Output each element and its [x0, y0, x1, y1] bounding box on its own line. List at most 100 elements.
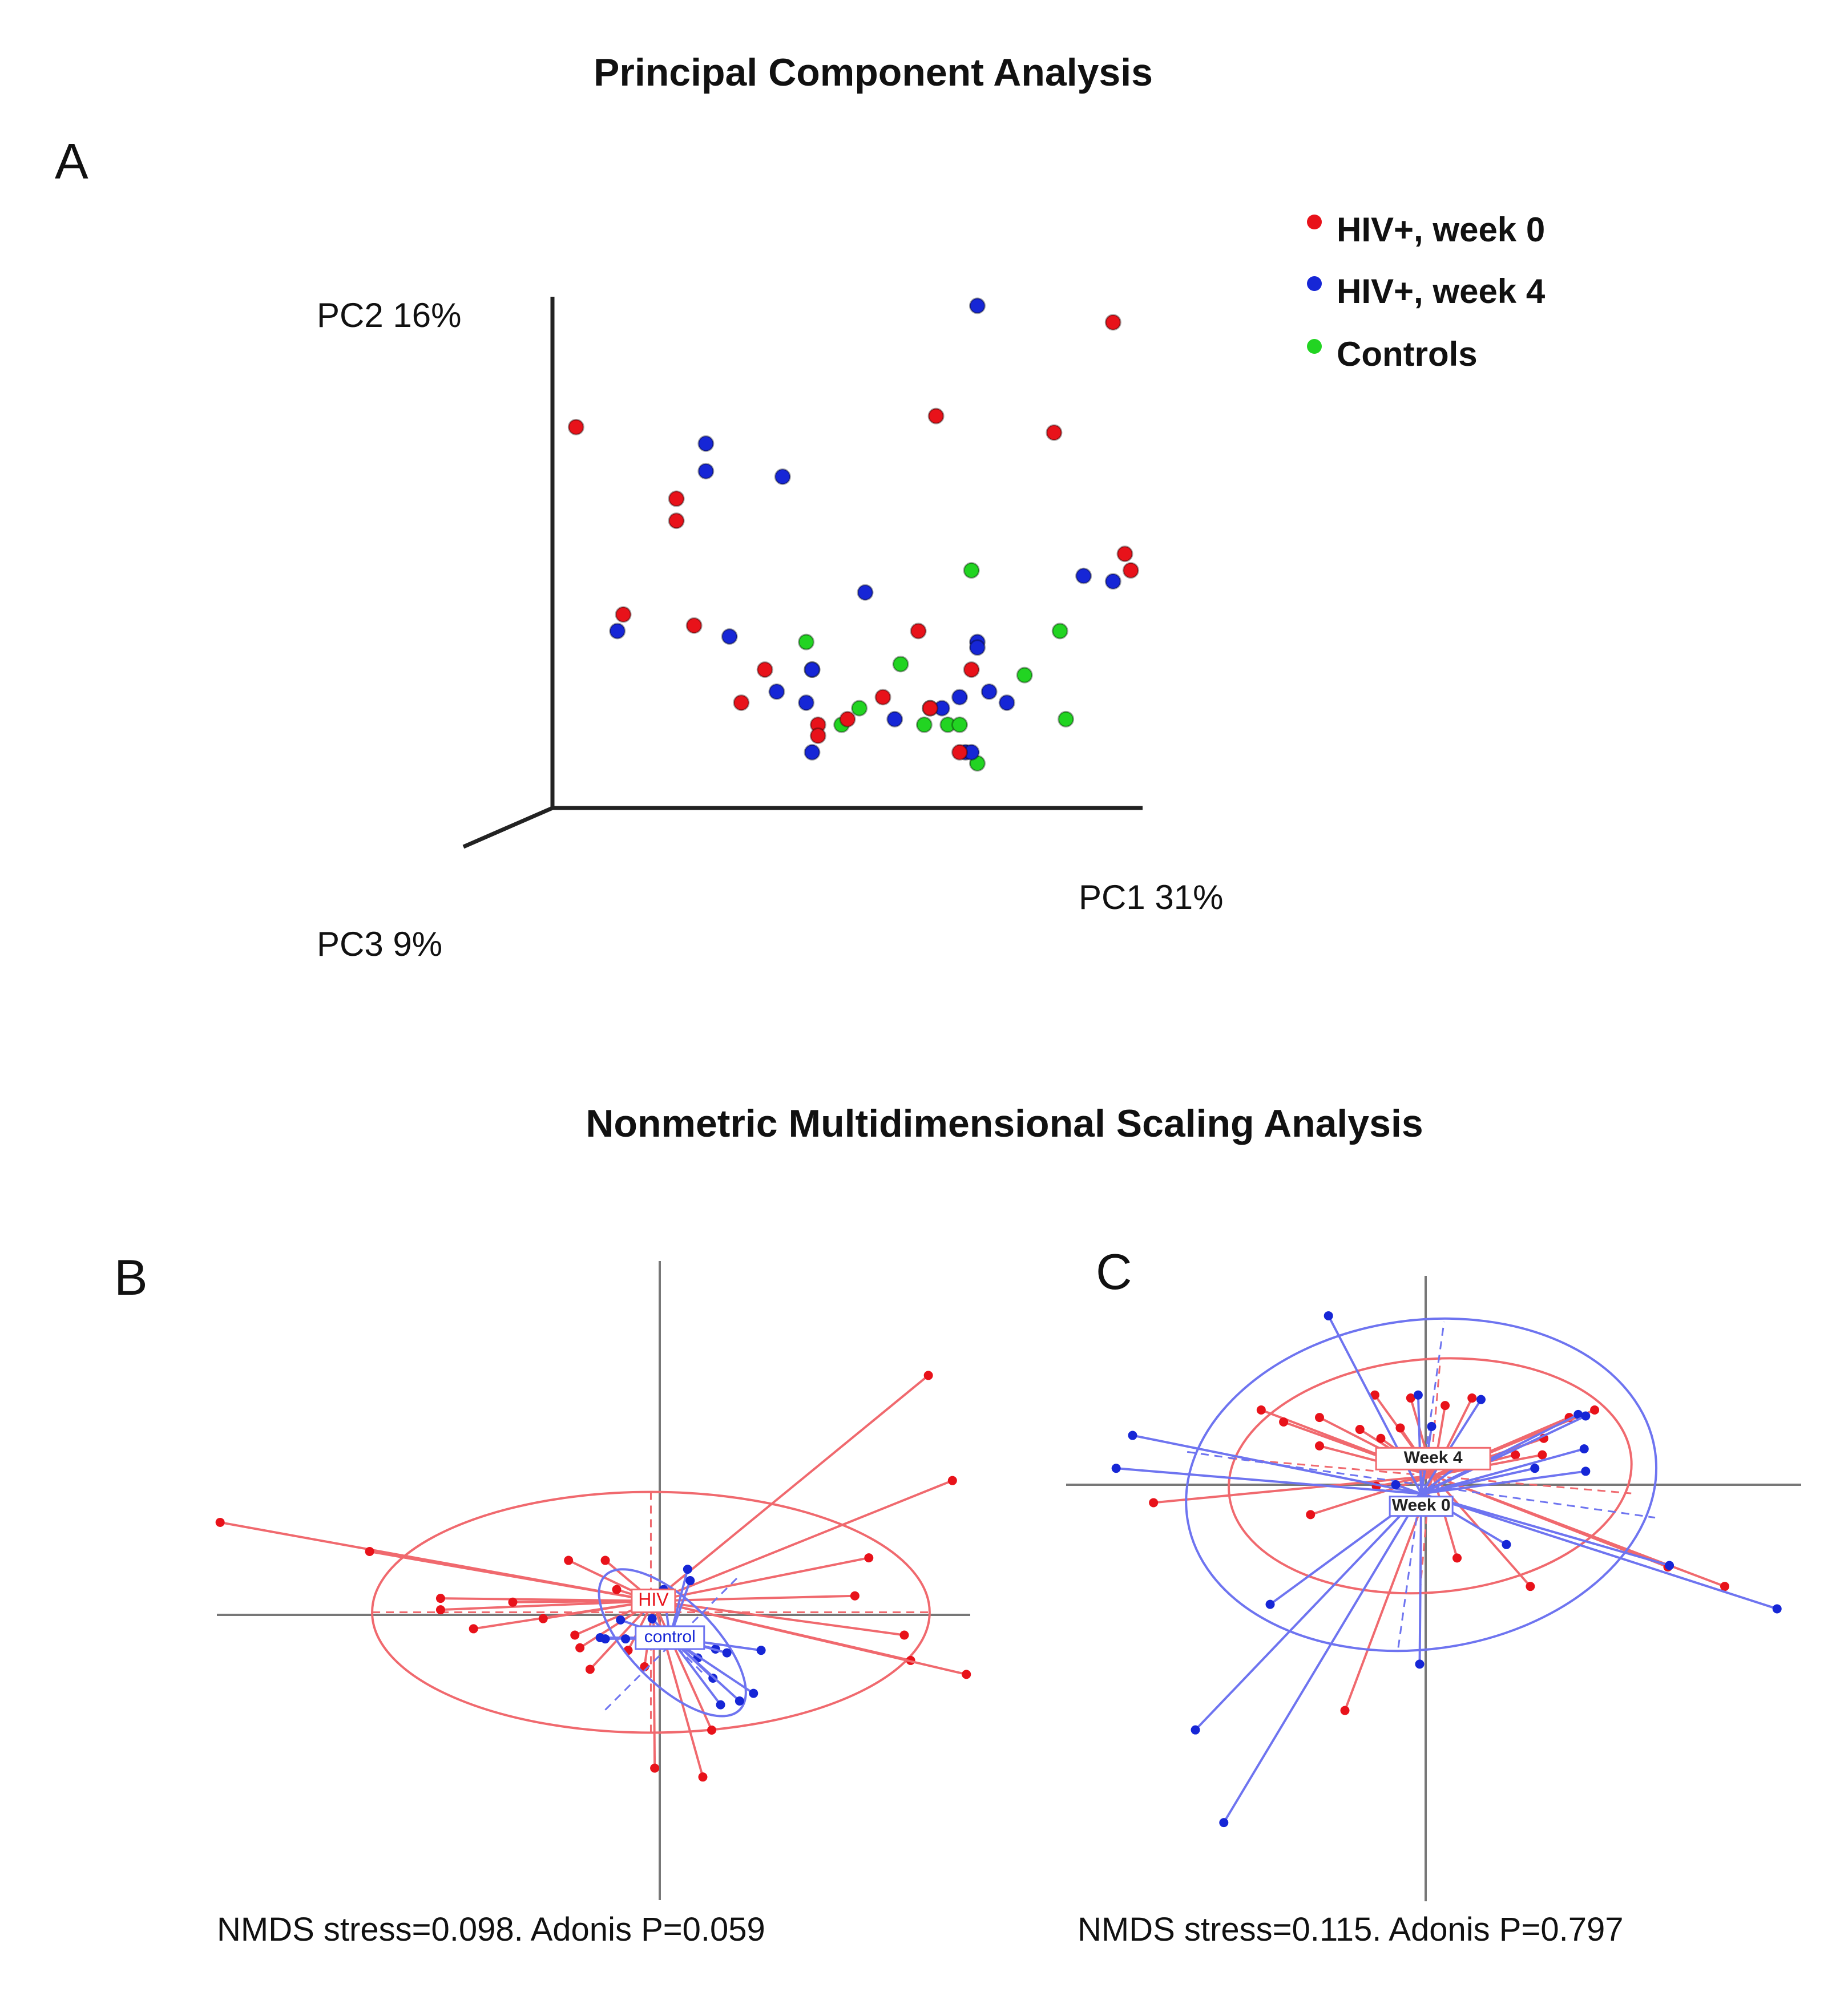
- nmds-b-point-hiv-2: [435, 1594, 445, 1603]
- nmds-b-point-hiv-9: [570, 1630, 580, 1640]
- nmds-c-point-week-0-18: [1415, 1659, 1425, 1669]
- nmds-c-label-box-0: [1375, 1447, 1491, 1470]
- nmds-c-spider-week-0-8: [1421, 1448, 1585, 1495]
- pca-point-hiv-week-4-21: [1104, 573, 1121, 590]
- pca-point-controls-12: [1051, 623, 1068, 640]
- nmds-c-point-week-4-0: [1149, 1498, 1159, 1508]
- nmds-c-spider-week-4-18: [1310, 1474, 1434, 1516]
- nmds-b-point-hiv-16: [707, 1726, 717, 1735]
- nmds-c-point-week-4-23: [1720, 1582, 1729, 1591]
- pca-point-hiv-week-0-17: [1104, 314, 1121, 331]
- nmds-b-point-hiv-22: [962, 1670, 971, 1679]
- nmds-c-ellipse-0: [1228, 1357, 1633, 1595]
- nmds-b-spider-hiv-5: [513, 1599, 653, 1603]
- nmds-c-spider-week-0-0: [1132, 1434, 1422, 1495]
- nmds-b-point-control-12: [716, 1700, 725, 1710]
- nmds-c-point-week-0-13: [1665, 1561, 1675, 1570]
- nmds-b-point-control-3: [616, 1615, 626, 1625]
- nmds-c-point-week-0-9: [1581, 1466, 1591, 1476]
- nmds-b-point-hiv-20: [899, 1630, 909, 1640]
- nmds-b-point-hiv-0: [215, 1517, 225, 1527]
- legend-label-controls: Controls: [1337, 335, 1478, 373]
- nmds-c-point-week-0-12: [1502, 1540, 1511, 1549]
- nmds-c-point-week-0-0: [1128, 1431, 1137, 1440]
- nmds-b-point-hiv-11: [612, 1585, 622, 1594]
- legend-swatch-red: [1307, 214, 1322, 229]
- pca-point-hiv-week-0-12: [927, 407, 945, 425]
- legend-label-week4: HIV+, week 4: [1337, 272, 1546, 310]
- nmds-c-point-week-4-18: [1306, 1510, 1316, 1520]
- nmds-b-ellipse-1: [598, 1568, 747, 1718]
- pca-point-hiv-week-0-8: [809, 727, 826, 744]
- pca-point-hiv-week-0-4: [685, 617, 703, 634]
- legend-item-week0: HIV+, week 0: [1307, 210, 1545, 249]
- nmds-c-spider-week-0-17: [1222, 1493, 1422, 1824]
- pca-point-hiv-week-4-4: [768, 683, 785, 700]
- nmds-b-point-hiv-6: [538, 1614, 548, 1623]
- nmds-c-point-week-0-7: [1581, 1411, 1591, 1421]
- nmds-c-point-week-4-1: [1256, 1405, 1266, 1415]
- nmds-c-point-week-0-3: [1413, 1390, 1423, 1400]
- nmds-c-point-week-4-4: [1314, 1441, 1324, 1451]
- nmds-c-spider-week-4-0: [1153, 1474, 1434, 1504]
- nmds-title: Nonmetric Multidimensional Scaling Analy…: [586, 1102, 1423, 1145]
- nmds-b-point-hiv-24: [923, 1371, 933, 1380]
- legend-item-controls: Controls: [1307, 334, 1478, 374]
- nmds-c-spider-week-0-9: [1421, 1470, 1586, 1495]
- nmds-b-point-control-11: [722, 1648, 732, 1658]
- nmds-b-point-control-1: [600, 1634, 610, 1644]
- pca-point-hiv-week-4-3: [721, 628, 738, 645]
- legend-item-week4: HIV+, week 4: [1307, 272, 1545, 311]
- nmds-b-spider-hiv-23: [653, 1479, 953, 1602]
- pca-point-hiv-week-4-20: [1075, 567, 1092, 584]
- nmds-c-point-week-0-15: [1265, 1599, 1275, 1609]
- nmds-b-point-hiv-8: [600, 1555, 610, 1565]
- nmds-c-point-week-0-4: [1427, 1421, 1437, 1431]
- nmds-b-point-control-6: [683, 1565, 692, 1574]
- nmds-c-point-week-4-6: [1370, 1390, 1379, 1400]
- pca-point-hiv-week-0-16: [1046, 424, 1063, 441]
- pc1-axis-label: PC1 31%: [1079, 878, 1224, 916]
- pca-point-hiv-week-4-14: [969, 639, 986, 656]
- nmds-b-point-control-7: [685, 1576, 695, 1586]
- nmds-c-point-week-0-10: [1530, 1464, 1540, 1473]
- nmds-c-label-week-0: Week 0: [1392, 1496, 1451, 1515]
- nmds-b-point-control-4: [647, 1614, 657, 1623]
- pca-point-hiv-week-4-9: [857, 584, 874, 601]
- nmds-c-spider-week-0-1: [1116, 1467, 1422, 1495]
- nmds-c-label-week-4: Week 4: [1404, 1448, 1463, 1467]
- pca-point-hiv-week-0-13: [922, 700, 939, 717]
- nmds-c-point-week-4-14: [1538, 1450, 1547, 1460]
- nmds-b-label-box-0: [631, 1589, 676, 1614]
- pca-point-hiv-week-0-0: [567, 418, 584, 435]
- pca-point-hiv-week-0-19: [1122, 562, 1139, 579]
- nmds-c-point-week-0-6: [1573, 1409, 1583, 1419]
- pca-point-hiv-week-4-6: [804, 661, 821, 678]
- nmds-b-point-hiv-1: [365, 1547, 374, 1556]
- nmds-c-point-week-0-8: [1579, 1444, 1589, 1454]
- nmds-b-point-hiv-12: [585, 1664, 595, 1674]
- nmds-c-point-week-4-10: [1441, 1401, 1450, 1411]
- pca-point-hiv-week-0-6: [756, 661, 773, 678]
- nmds-b-label-box-1: [635, 1625, 705, 1650]
- nmds-b-spider-hiv-1: [369, 1550, 654, 1602]
- nmds-c-point-week-0-5: [1476, 1395, 1486, 1404]
- panel-label-b: B: [114, 1249, 148, 1306]
- nmds-b-point-hiv-4: [469, 1624, 478, 1634]
- pca-point-hiv-week-4-2: [697, 463, 715, 480]
- pca-point-hiv-week-0-5: [733, 694, 750, 711]
- pca-point-hiv-week-4-12: [951, 689, 968, 706]
- nmds-c-spider-week-0-16: [1195, 1493, 1422, 1731]
- legend-swatch-blue: [1307, 276, 1322, 291]
- nmds-b-stats: NMDS stress=0.098. Adonis P=0.059: [217, 1911, 765, 1948]
- nmds-c-point-week-4-13: [1511, 1450, 1520, 1460]
- pca-point-controls-0: [798, 633, 815, 651]
- pca-point-hiv-week-0-3: [668, 512, 685, 530]
- nmds-c-point-week-4-9: [1406, 1393, 1415, 1403]
- nmds-c-spider-week-0-10: [1421, 1467, 1535, 1495]
- pca-point-controls-3: [851, 700, 868, 717]
- nmds-b-point-control-13: [735, 1696, 744, 1706]
- pca-point-hiv-week-4-15: [981, 683, 998, 700]
- nmds-c-point-week-4-3: [1314, 1413, 1324, 1423]
- nmds-b-point-hiv-19: [850, 1591, 860, 1601]
